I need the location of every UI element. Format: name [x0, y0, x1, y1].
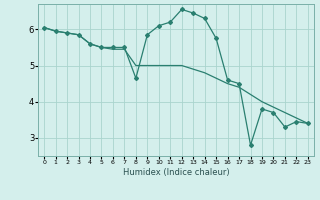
X-axis label: Humidex (Indice chaleur): Humidex (Indice chaleur) — [123, 168, 229, 177]
